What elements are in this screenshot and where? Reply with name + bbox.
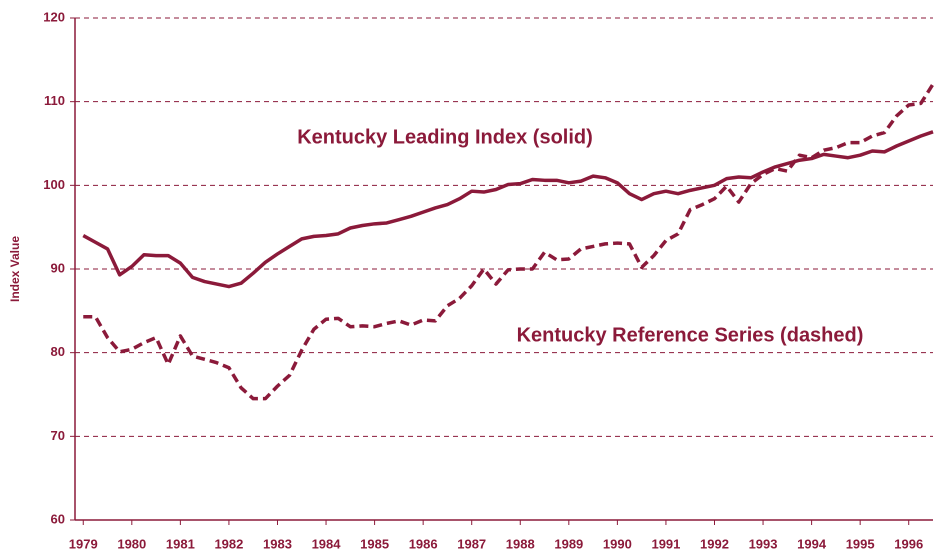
y-tick-label: 60 <box>51 511 65 526</box>
x-tick-label: 1993 <box>749 536 778 551</box>
x-tick-label: 1991 <box>651 536 680 551</box>
y-tick-label: 120 <box>43 9 65 24</box>
x-tick-label: 1990 <box>603 536 632 551</box>
x-tick-label: 1989 <box>554 536 583 551</box>
x-tick-label: 1982 <box>214 536 243 551</box>
x-tick-label: 1994 <box>797 536 827 551</box>
x-tick-label: 1979 <box>69 536 98 551</box>
annotation: Kentucky Reference Series (dashed) <box>517 324 864 346</box>
x-tick-label: 1985 <box>360 536 389 551</box>
x-tick-label: 1983 <box>263 536 292 551</box>
x-tick-label: 1987 <box>457 536 486 551</box>
x-tick-label: 1980 <box>117 536 146 551</box>
x-tick-label: 1988 <box>506 536 535 551</box>
annotation: Kentucky Leading Index (solid) <box>297 126 593 148</box>
x-tick-label: 1984 <box>312 536 342 551</box>
y-tick-label: 80 <box>51 344 65 359</box>
y-tick-label: 90 <box>51 260 65 275</box>
x-tick-label: 1981 <box>166 536 195 551</box>
x-tick-label: 1995 <box>846 536 875 551</box>
y-tick-label: 110 <box>44 93 65 108</box>
y-tick-label: 100 <box>43 177 65 192</box>
series-line <box>82 130 934 289</box>
x-tick-label: 1986 <box>409 536 438 551</box>
x-tick-label: 1992 <box>700 536 729 551</box>
y-tick-label: 70 <box>51 428 65 443</box>
x-tick-label: 1996 <box>894 536 923 551</box>
y-axis-label: Index Value <box>8 236 22 302</box>
series-line <box>83 83 935 401</box>
